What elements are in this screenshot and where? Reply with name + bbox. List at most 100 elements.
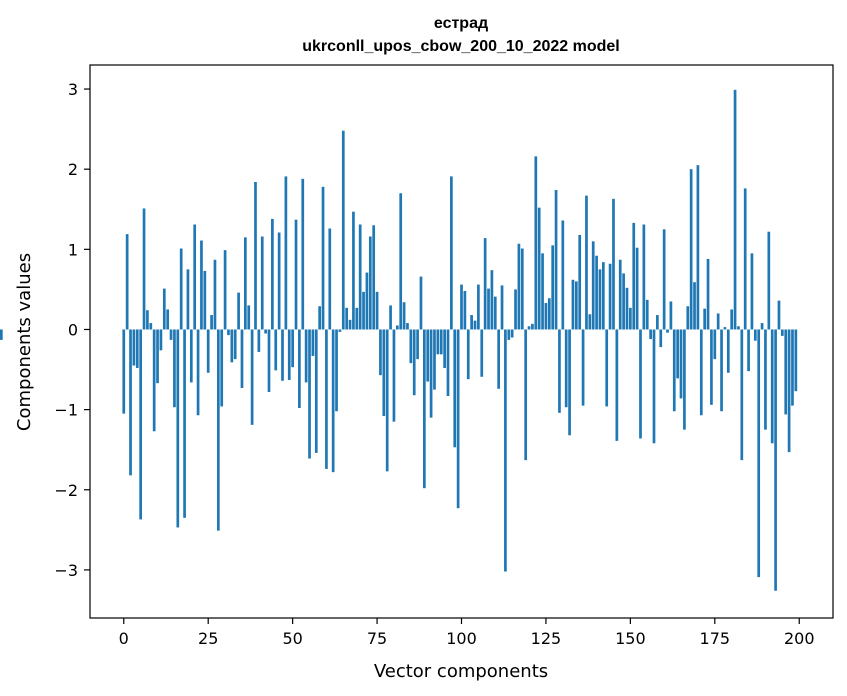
bar-162: [669, 301, 673, 330]
bar-3: [132, 329, 136, 366]
bar-181: [733, 89, 737, 330]
bar-163: [672, 329, 676, 412]
bar-47: [281, 329, 284, 381]
bar-184: [743, 188, 747, 330]
bar-156: [649, 329, 652, 340]
bar-150: [629, 307, 632, 330]
bar-88: [419, 276, 423, 330]
bar-22: [196, 329, 200, 416]
bar-8: [149, 323, 153, 330]
bar-66: [345, 307, 349, 330]
bar-165: [679, 329, 683, 399]
bar-138: [588, 314, 592, 330]
bar-94: [439, 329, 443, 355]
bar-61: [328, 228, 332, 330]
y-tick-label: 1: [68, 240, 78, 259]
bar-154: [642, 224, 646, 330]
bar-130: [561, 220, 565, 330]
bar-70: [358, 224, 362, 330]
bar-undefined: [0, 329, 3, 340]
plot-frame: [89, 64, 834, 619]
x-tick-label: 25: [198, 629, 218, 648]
bar-31: [227, 329, 230, 336]
bar-89: [423, 329, 426, 489]
bar-98: [453, 329, 457, 448]
bar-118: [520, 248, 524, 330]
bar-68: [352, 211, 355, 330]
bar-189: [760, 323, 764, 330]
bar-140: [595, 255, 598, 330]
bar-179: [726, 329, 730, 373]
bar-114: [507, 329, 511, 340]
bar-92: [433, 329, 436, 390]
bar-81: [395, 325, 399, 330]
x-tick-label: 100: [446, 629, 477, 648]
bar-107: [483, 238, 487, 330]
bar-196: [784, 329, 788, 415]
bar-115: [510, 329, 514, 338]
bar-192: [770, 329, 774, 444]
bar-41: [260, 236, 264, 330]
y-tick-label: 3: [68, 80, 78, 99]
bar-30: [223, 250, 227, 330]
bar-57: [314, 329, 318, 453]
bar-39: [254, 182, 257, 330]
bar-51: [294, 219, 298, 330]
bar-149: [625, 287, 629, 330]
bar-195: [780, 329, 784, 336]
bar-21: [193, 224, 197, 330]
bar-10: [156, 329, 159, 384]
bar-134: [574, 281, 578, 330]
y-tick-label: 0: [68, 320, 78, 339]
bar-64: [338, 329, 342, 332]
bar-169: [693, 282, 696, 330]
bar-97: [450, 176, 453, 330]
bar-86: [412, 329, 416, 396]
bar-53: [301, 178, 305, 330]
bar-52: [298, 329, 301, 409]
bar-67: [348, 319, 352, 330]
bar-160: [662, 229, 666, 330]
bar-91: [429, 329, 433, 418]
bar-83: [402, 302, 406, 330]
bar-191: [767, 231, 771, 330]
bar-146: [615, 329, 619, 441]
bar-72: [365, 272, 369, 330]
bar-59: [321, 186, 325, 330]
bar-151: [632, 222, 636, 330]
bar-25: [206, 329, 210, 373]
y-tick-label: −1: [54, 401, 78, 420]
bar-120: [527, 326, 531, 330]
x-tick-label: 75: [367, 629, 387, 648]
bar-62: [331, 329, 335, 473]
bar-113: [504, 329, 507, 572]
bar-101: [463, 291, 467, 330]
bar-104: [473, 320, 477, 330]
bar-29: [220, 329, 224, 407]
bar-78: [385, 329, 389, 472]
bar-194: [777, 300, 781, 330]
x-axis-label: Vector components: [374, 661, 548, 682]
bar-148: [622, 273, 625, 330]
bar-117: [517, 243, 521, 330]
bar-186: [750, 253, 754, 330]
bar-173: [706, 258, 710, 330]
bar-20: [189, 329, 193, 383]
bar-54: [304, 329, 308, 383]
bar-5: [139, 329, 143, 520]
bar-33: [233, 329, 237, 360]
bar-109: [490, 270, 494, 330]
bar-1: [125, 234, 129, 330]
bar-32: [230, 329, 234, 363]
bar-170: [696, 165, 700, 330]
bar-79: [389, 305, 392, 330]
bar-9: [152, 329, 156, 432]
bar-136: [581, 329, 585, 406]
bar-44: [271, 218, 274, 330]
bar-19: [186, 269, 190, 330]
bar-48: [284, 176, 288, 330]
bar-164: [676, 329, 679, 379]
bar-187: [753, 329, 757, 341]
bar-116: [514, 289, 517, 330]
